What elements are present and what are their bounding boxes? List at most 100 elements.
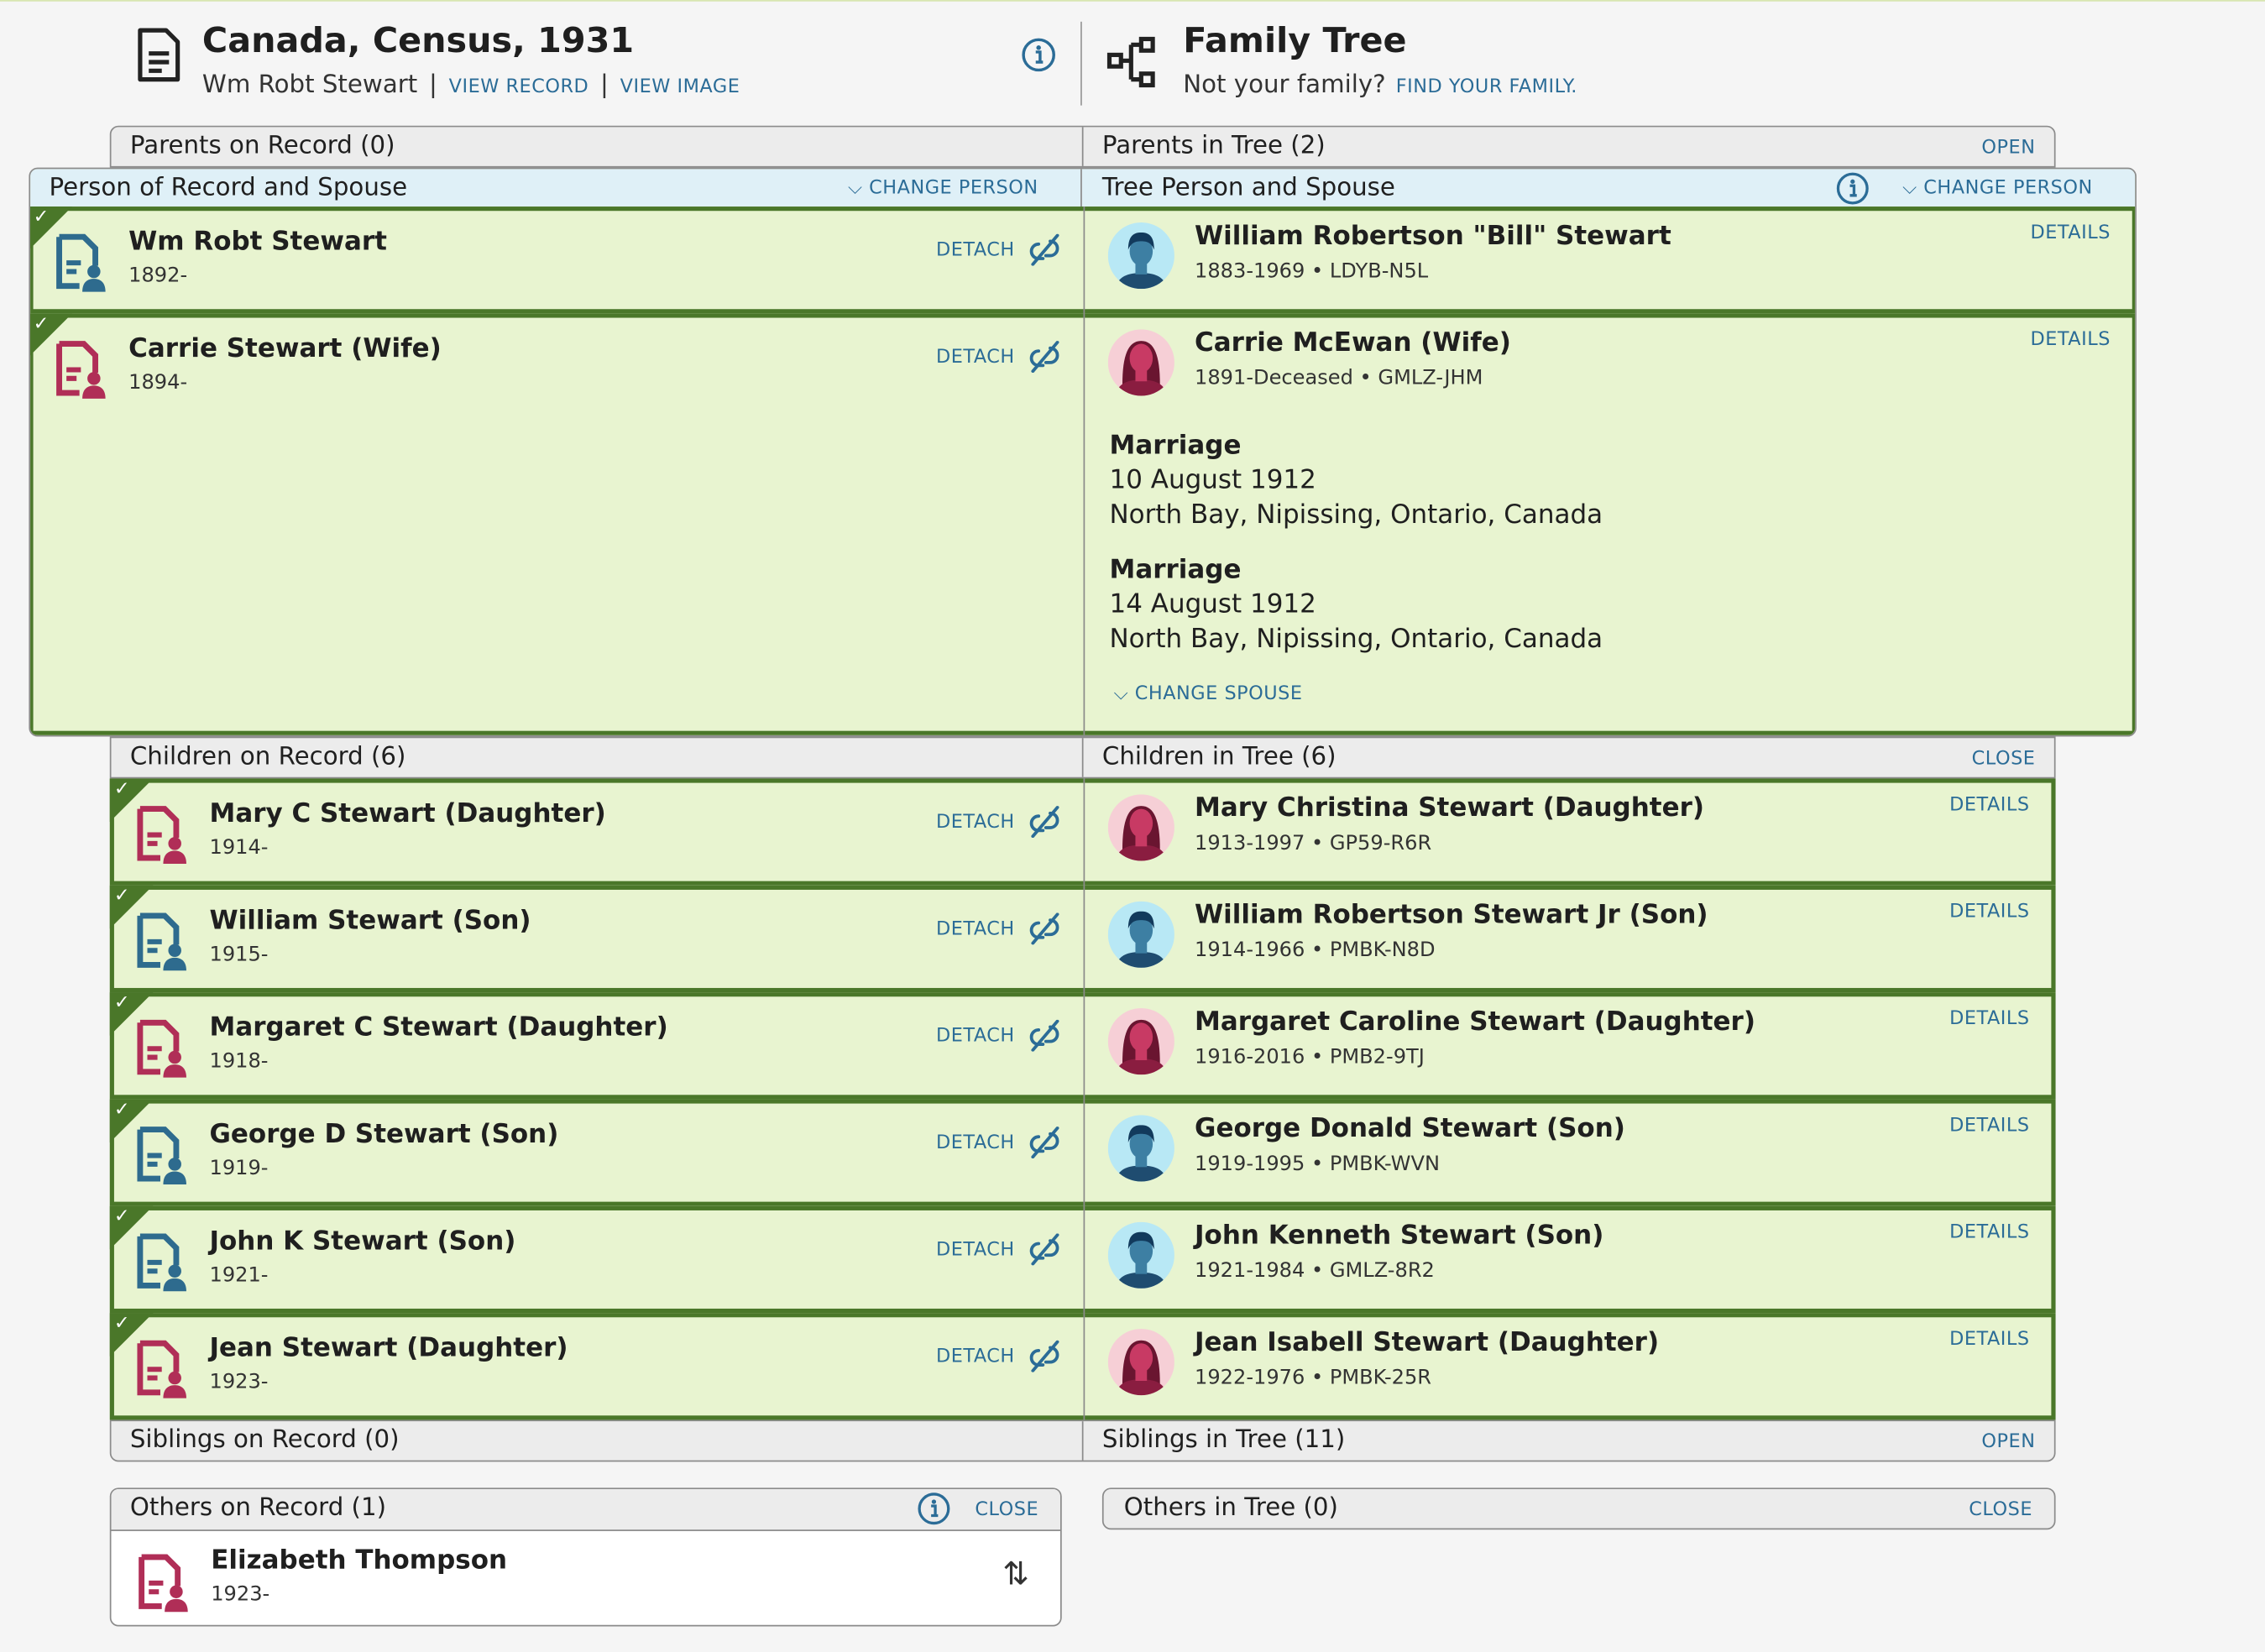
siblings-on-record: Siblings on Record (0) — [129, 1425, 400, 1455]
details-button[interactable]: DETAILS — [1949, 901, 2030, 923]
details-button[interactable]: DETAILS — [1949, 1115, 2030, 1137]
match-checkmark: ✓ — [109, 992, 154, 1036]
tree-person-info: 1919-1995 • PMBK-WVN — [1195, 1153, 1441, 1176]
change-person-record-button[interactable]: ⌵ CHANGE PERSON — [848, 177, 1038, 200]
details-button[interactable]: DETAILS — [1949, 794, 2030, 817]
detach-button[interactable]: DETACH — [936, 341, 1064, 373]
marriage-label: Marriage — [1109, 554, 1242, 585]
info-icon[interactable] — [918, 1492, 951, 1525]
male-avatar — [1107, 901, 1174, 968]
parents-section: Parents on Record (0) Parents in Tree (2… — [109, 125, 2056, 168]
reorder-arrows-icon[interactable]: ⇅ — [1002, 1556, 1029, 1593]
detach-label: DETACH — [936, 1132, 1015, 1153]
marriage-list: Marriage 10 August 1912 North Bay, Nipissi… — [1109, 429, 1603, 677]
others-record-close-button[interactable]: CLOSE — [975, 1499, 1039, 1521]
marriage-place: North Bay, Nipissing, Ontario, Canada — [1109, 499, 1603, 531]
detach-label: DETACH — [936, 346, 1015, 368]
record-person-name: John K Stewart (Son) — [209, 1226, 516, 1257]
detach-link-icon — [1030, 1019, 1060, 1052]
tree-person-info: 1922-1976 • PMBK-25R — [1195, 1366, 1432, 1390]
marriage-event: Marriage 14 August 1912 North Bay, Nipissi… — [1109, 553, 1603, 657]
details-button[interactable]: DETAILS — [1949, 1008, 2030, 1030]
change-spouse-button[interactable]: ⌵ CHANGE SPOUSE — [1113, 682, 1303, 705]
view-image-link[interactable]: VIEW IMAGE — [620, 76, 740, 99]
others-in-tree-section: Others in Tree (0) CLOSE — [1101, 1487, 2056, 1530]
parents-in-tree: Parents in Tree (2) — [1101, 131, 1326, 160]
check-icon: ✓ — [113, 778, 130, 801]
document-icon — [138, 28, 180, 82]
detach-label: DETACH — [936, 238, 1015, 261]
detach-button[interactable]: DETACH — [936, 912, 1064, 945]
record-person-years: 1923- — [209, 1370, 269, 1394]
detach-button[interactable]: DETACH — [936, 1127, 1064, 1159]
change-spouse-label: CHANGE SPOUSE — [1134, 682, 1303, 705]
record-person-years: 1892- — [128, 264, 188, 288]
match-row: ✓ Wm Robt Stewart 1892- DETACH William R… — [30, 206, 2136, 314]
tree-person-info: 1913-1997 • GP59-R6R — [1195, 832, 1432, 855]
record-person-years: 1914- — [209, 836, 269, 860]
children-close-button[interactable]: CLOSE — [1971, 748, 2036, 771]
record-person-name: William Stewart (Son) — [209, 905, 531, 937]
detach-button[interactable]: DETACH — [936, 1340, 1064, 1372]
other-person-years: 1923- — [211, 1582, 270, 1607]
header-divider — [1080, 21, 1082, 106]
detach-link-icon — [1030, 912, 1060, 945]
info-icon[interactable] — [1836, 172, 1870, 206]
find-family-link[interactable]: FIND YOUR FAMILY. — [1395, 76, 1577, 99]
match-row: ✓ Jean Stewart (Daughter) 1923- DETACH J… — [109, 1313, 2056, 1420]
children-section-header: Children on Record (6) Children in Tree … — [109, 736, 2056, 779]
detach-button[interactable]: DETACH — [936, 1019, 1064, 1052]
spouse-section: Person of Record and Spouse ⌵ CHANGE PER… — [29, 167, 2137, 737]
details-button[interactable]: DETAILS — [2030, 329, 2111, 352]
children-in-tree: Children in Tree (6) — [1101, 742, 1337, 771]
parents-open-button[interactable]: OPEN — [1981, 137, 2036, 159]
tree-person-name: Margaret Caroline Stewart (Daughter) — [1195, 1006, 1755, 1038]
details-button[interactable]: DETAILS — [2030, 222, 2111, 244]
detach-button[interactable]: DETACH — [936, 806, 1064, 839]
details-button[interactable]: DETAILS — [1949, 1329, 2030, 1351]
detach-label: DETACH — [936, 1345, 1015, 1367]
family-tree-icon — [1106, 36, 1155, 88]
detach-button[interactable]: DETACH — [936, 1233, 1064, 1266]
match-row: ✓ Carrie Stewart (Wife) 1894- DETACH Car… — [30, 313, 2136, 735]
record-person-name: Margaret C Stewart (Daughter) — [209, 1012, 668, 1043]
change-person-tree-button[interactable]: ⌵ CHANGE PERSON — [1902, 177, 2093, 200]
match-checkmark: ✓ — [109, 1099, 154, 1143]
tree-person-name: Mary Christina Stewart (Daughter) — [1195, 792, 1705, 823]
record-person-icon — [137, 1233, 186, 1292]
tree-title: Family Tree — [1183, 20, 1407, 61]
children-on-record: Children on Record (6) — [129, 742, 406, 771]
record-person-icon — [137, 806, 186, 864]
divider: | — [429, 71, 437, 100]
view-record-link[interactable]: VIEW RECORD — [448, 76, 589, 99]
marriage-label: Marriage — [1109, 430, 1242, 461]
tree-person-heading: Tree Person and Spouse — [1101, 173, 1395, 202]
info-icon[interactable] — [1022, 38, 1056, 72]
record-person-icon — [137, 1127, 186, 1184]
record-person-icon — [56, 233, 106, 292]
match-row: ✓ Margaret C Stewart (Daughter) 1918- DE… — [109, 992, 2056, 1100]
marriage-date: 14 August 1912 — [1109, 589, 1316, 620]
siblings-open-button[interactable]: OPEN — [1981, 1431, 2036, 1454]
detach-label: DETACH — [936, 811, 1015, 833]
record-person: Wm Robt Stewart — [201, 71, 418, 100]
tree-person-name: George Donald Stewart (Son) — [1195, 1113, 1625, 1144]
parents-on-record: Parents on Record (0) — [129, 131, 395, 160]
others-in-tree-title: Others in Tree (0) — [1123, 1493, 1338, 1523]
female-avatar — [1107, 794, 1174, 861]
tree-person-name: John Kenneth Stewart (Son) — [1195, 1220, 1604, 1252]
tree-person-name: Carrie McEwan (Wife) — [1195, 327, 1511, 358]
tree-person-info: 1883-1969 • LDYB-N5L — [1195, 259, 1429, 284]
others-tree-close-button[interactable]: CLOSE — [1969, 1499, 2033, 1521]
record-person-name: Wm Robt Stewart — [128, 227, 387, 258]
detach-button[interactable]: DETACH — [936, 233, 1064, 266]
tree-person-name: Jean Isabell Stewart (Daughter) — [1195, 1327, 1660, 1358]
record-person-icon — [139, 1554, 188, 1613]
tree-person-info: 1921-1984 • GMLZ-8R2 — [1195, 1259, 1435, 1283]
divider: | — [600, 71, 609, 100]
check-icon: ✓ — [33, 313, 50, 336]
record-person-name: Carrie Stewart (Wife) — [128, 333, 442, 364]
details-button[interactable]: DETAILS — [1949, 1221, 2030, 1244]
male-avatar — [1107, 1221, 1174, 1289]
